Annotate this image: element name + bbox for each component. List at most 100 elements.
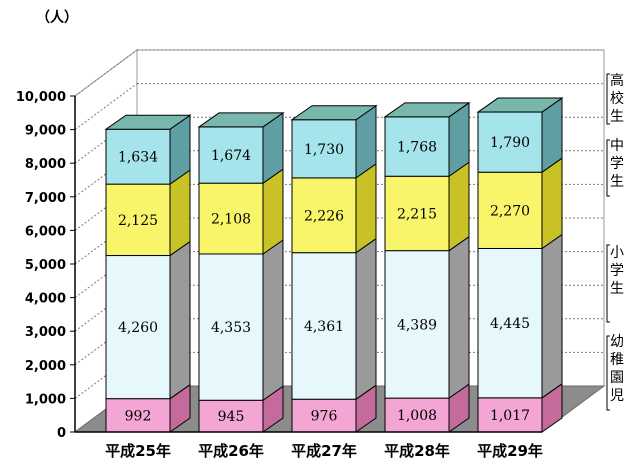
bar-side (169, 240, 191, 400)
bar-top (104, 114, 192, 130)
y-tick-label: 7,000 (25, 191, 66, 206)
bar-segment: 2,226 (291, 162, 377, 254)
data-label: 1,674 (211, 148, 251, 164)
x-category-label: 平成25年 (105, 442, 171, 460)
y-axis: 0 1,000 2,000 3,000 4,000 5,000 6,000 7,000 8,00… (16, 90, 76, 441)
legend-char: 稚 (610, 352, 624, 368)
data-label: 2,108 (211, 212, 251, 228)
data-label: 4,389 (397, 317, 437, 333)
x-category-label: 平成26年 (198, 442, 264, 460)
legend-char: 学 (610, 263, 624, 279)
data-label: 2,226 (304, 208, 344, 224)
bar-segment: 2,215 (384, 161, 470, 252)
y-tick-label: 2,000 (25, 359, 66, 374)
data-label: 4,353 (211, 320, 251, 336)
bar-side (355, 162, 377, 254)
legend-char: 幼 (610, 334, 624, 350)
legend-char: 中 (610, 138, 624, 154)
y-tick-label: 4,000 (25, 292, 66, 307)
y-tick-label: 0 (57, 426, 66, 441)
bar-top (197, 112, 285, 128)
bar-front (105, 183, 171, 257)
bar-top (290, 105, 378, 121)
y-tick-label: 10,000 (16, 90, 66, 105)
bar-segment: 945 (198, 385, 284, 433)
bar-segment: 1,768 (384, 101, 470, 178)
legend-label: 中学生 (610, 138, 624, 190)
data-label: 1,634 (118, 150, 158, 166)
bar-segment: 1,017 (477, 382, 563, 433)
bar-segment: 2,125 (105, 169, 191, 257)
data-label: 976 (311, 409, 338, 425)
bar-front (477, 171, 543, 249)
y-tick-label: 3,000 (25, 325, 66, 340)
data-label: 2,125 (118, 213, 158, 229)
legend-char: 児 (610, 388, 624, 404)
bar-segment: 4,361 (291, 237, 377, 401)
y-tick-label: 6,000 (25, 224, 66, 239)
data-label: 4,361 (304, 319, 344, 335)
x-category-label: 平成29年 (477, 442, 543, 460)
bars: 992 4,260 2,125 1,634 945 4,353 2,108 1,674 976 4… (104, 97, 564, 433)
bar-segment: 4,389 (384, 235, 470, 400)
bar-front (384, 116, 450, 177)
bar-segment: 1,634 (105, 114, 191, 186)
legend-bracket (606, 73, 610, 125)
data-label: 4,260 (118, 320, 158, 336)
bar-side (448, 235, 470, 400)
legend-char: 園 (610, 370, 624, 386)
y-tick-label: 8,000 (25, 157, 66, 172)
bar-side (262, 239, 284, 402)
bar-segment: 4,445 (477, 233, 563, 399)
unit-label: （人） (36, 9, 78, 26)
bar-segment: 976 (291, 384, 377, 433)
data-label: 1,017 (490, 408, 530, 424)
bar-segment: 4,353 (198, 239, 284, 402)
bar-segment: 2,108 (198, 168, 284, 255)
y-tick-label: 9,000 (25, 124, 66, 139)
legend-bracket (606, 335, 610, 411)
bar-segment: 1,008 (384, 383, 470, 433)
bar-front (105, 398, 171, 433)
bar-side (169, 169, 191, 257)
bar-front (384, 250, 450, 399)
bar-segment: 1,674 (198, 111, 284, 185)
legend-char: 高 (610, 72, 624, 89)
data-label: 945 (218, 409, 245, 425)
bar-front (198, 399, 264, 433)
legend-char: 小 (610, 245, 624, 261)
legend-bracket (606, 244, 610, 323)
data-label: 1,730 (304, 142, 344, 158)
data-label: 1,768 (397, 140, 437, 156)
bar-front (198, 182, 264, 255)
bar-front (291, 252, 357, 400)
bar-side (262, 168, 284, 255)
data-label: 4,445 (490, 316, 530, 332)
x-axis: 平成25年 平成26年 平成27年 平成28年 平成29年 (75, 431, 543, 460)
bar-front (198, 126, 264, 184)
legend-label: 小学生 (610, 245, 624, 297)
y-tick-label: 5,000 (25, 258, 66, 273)
bar-front (291, 119, 357, 179)
bar-top (476, 97, 564, 113)
bar-front (291, 177, 357, 254)
gridline-side (74, 49, 138, 97)
bar-side (541, 233, 563, 399)
bar-front (384, 175, 450, 252)
data-label: 992 (125, 408, 152, 424)
y-tick-label: 1,000 (25, 392, 66, 407)
legend-char: 生 (610, 281, 624, 297)
bar-front (105, 128, 171, 185)
legend-char: 学 (610, 156, 624, 172)
gridline-side (74, 83, 138, 131)
data-label: 1,008 (397, 408, 437, 424)
legend-char: 生 (610, 109, 624, 125)
bar-segment: 4,260 (105, 240, 191, 400)
data-label: 1,790 (490, 135, 530, 151)
bar-side (355, 237, 377, 401)
bar-side (448, 161, 470, 252)
legend-label: 幼稚園児 (610, 334, 624, 404)
bar-segment: 2,270 (477, 157, 563, 250)
